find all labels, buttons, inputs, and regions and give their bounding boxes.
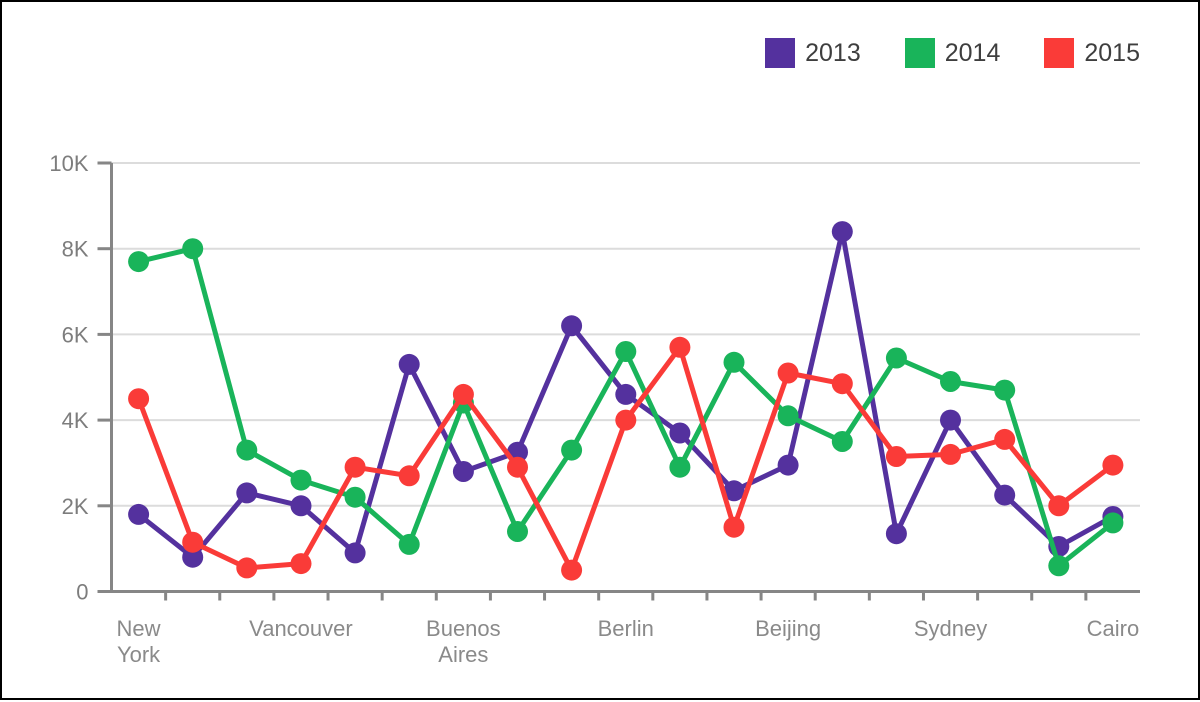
data-point-2015 (1048, 495, 1070, 517)
data-point-2014 (236, 439, 258, 461)
data-point-2015 (561, 559, 583, 581)
data-point-2013 (182, 546, 204, 568)
y-tick-label: 8K (62, 237, 89, 262)
x-axis-label: Beijing (755, 616, 821, 641)
x-axis-label: Vancouver (249, 616, 353, 641)
data-point-2014 (831, 431, 853, 452)
data-point-2015 (507, 456, 528, 478)
data-point-2015 (344, 456, 366, 478)
legend-item-2015[interactable]: 2015 (1044, 38, 1140, 68)
data-point-2014 (1102, 512, 1124, 534)
data-point-2013 (885, 523, 907, 545)
x-axis-label: Berlin (598, 616, 654, 641)
legend-item-2013[interactable]: 2013 (765, 38, 861, 68)
data-point-2014 (615, 341, 637, 362)
series-line-2015 (136, 344, 1116, 573)
data-point-2014 (885, 347, 907, 369)
data-point-2015 (128, 388, 150, 410)
data-point-2013 (452, 461, 474, 482)
data-point-2014 (128, 251, 150, 273)
series-line-2014 (136, 246, 1116, 569)
data-point-2013 (290, 495, 312, 517)
data-point-2013 (398, 353, 420, 375)
data-point-2015 (615, 409, 637, 431)
data-point-2014 (507, 521, 528, 542)
data-point-2015 (831, 373, 853, 395)
x-axis-label: Sydney (914, 616, 987, 641)
data-point-2014 (723, 351, 745, 373)
data-point-2015 (885, 446, 907, 467)
x-axis-label: New (117, 616, 161, 641)
x-axis-label: Aires (438, 642, 488, 667)
data-point-2015 (182, 531, 204, 553)
data-point-2013 (615, 383, 637, 405)
data-point-2015 (723, 516, 745, 538)
y-tick-label: 6K (62, 322, 89, 347)
y-tick-label: 4K (62, 408, 89, 433)
data-point-2015 (1102, 454, 1124, 476)
data-point-2013 (344, 542, 366, 564)
legend-swatch-icon (904, 38, 935, 68)
data-point-2014 (561, 439, 583, 461)
data-point-2015 (994, 428, 1016, 450)
data-point-2015 (236, 557, 258, 579)
data-point-2015 (290, 553, 312, 575)
legend: 2013 2014 2015 (765, 38, 1140, 68)
legend-label: 2014 (944, 39, 1001, 67)
data-point-2015 (669, 336, 691, 358)
data-point-2013 (831, 221, 853, 243)
data-point-2013 (940, 409, 961, 431)
data-point-2014 (290, 469, 312, 491)
data-point-2013 (669, 422, 691, 444)
data-point-2014 (994, 379, 1016, 401)
data-point-2013 (128, 503, 150, 525)
legend-swatch-icon (1044, 38, 1075, 68)
data-point-2014 (182, 238, 204, 260)
data-point-2013 (723, 480, 745, 502)
data-point-2013 (994, 484, 1016, 506)
data-point-2013 (777, 454, 799, 476)
legend-label: 2013 (805, 39, 861, 67)
legend-swatch-icon (765, 38, 796, 68)
y-tick-label: 2K (62, 494, 89, 519)
data-point-2015 (777, 362, 799, 384)
data-point-2014 (398, 533, 420, 555)
legend-label: 2015 (1084, 39, 1140, 67)
x-axis-label: York (117, 642, 161, 667)
data-point-2013 (236, 482, 258, 504)
data-point-2014 (669, 456, 691, 478)
x-axis-label: Cairo (1087, 616, 1140, 641)
data-point-2014 (940, 371, 961, 392)
y-tick-label: 10K (49, 151, 88, 176)
x-axis-label: Buenos (426, 616, 501, 641)
data-point-2015 (452, 383, 474, 405)
data-point-2014 (777, 405, 799, 427)
legend-item-2014[interactable]: 2014 (904, 38, 1001, 68)
data-point-2015 (398, 465, 420, 487)
data-point-2015 (940, 443, 961, 465)
data-point-2014 (344, 486, 366, 508)
data-point-2013 (561, 315, 583, 337)
data-point-2014 (1048, 555, 1070, 577)
y-tick-label: 0 (76, 580, 88, 605)
